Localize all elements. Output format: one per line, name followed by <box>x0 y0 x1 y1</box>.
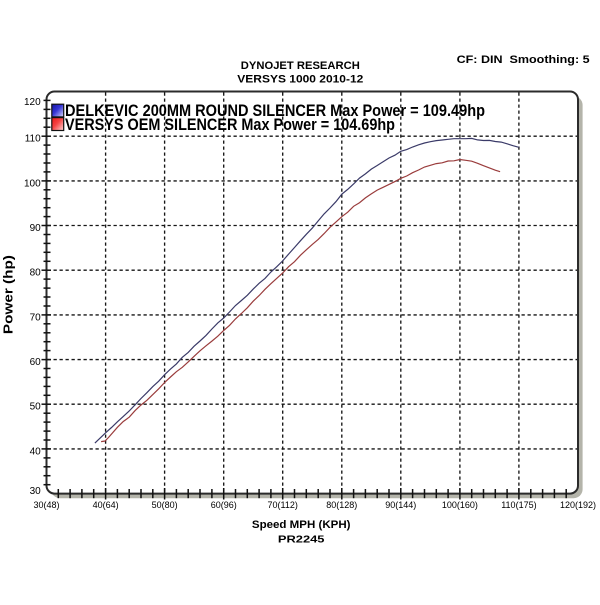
svg-text:VERSYS OEM SILENCER Max Power: VERSYS OEM SILENCER Max Power = 104.69hp <box>65 115 395 134</box>
svg-text:100(160): 100(160) <box>442 500 478 510</box>
svg-text:VERSYS 1000 2010-12: VERSYS 1000 2010-12 <box>237 74 363 86</box>
svg-text:40(64): 40(64) <box>93 500 119 510</box>
svg-text:CF: DIN Smoothing: 5: CF: DIN Smoothing: 5 <box>457 54 590 66</box>
svg-text:100: 100 <box>24 178 41 189</box>
svg-text:DELKEVIC 200MM ROUND SILENCER: DELKEVIC 200MM ROUND SILENCER Max Power … <box>65 101 485 120</box>
svg-text:70(112): 70(112) <box>268 500 298 510</box>
svg-text:110: 110 <box>25 134 41 145</box>
svg-text:90(144): 90(144) <box>385 500 416 510</box>
svg-text:DYNOJET RESEARCH: DYNOJET RESEARCH <box>241 60 360 72</box>
svg-text:PR2245: PR2245 <box>278 533 325 545</box>
svg-text:30(48): 30(48) <box>33 500 59 510</box>
svg-text:110(175): 110(175) <box>501 500 536 510</box>
svg-text:80(128): 80(128) <box>326 500 357 510</box>
svg-text:40: 40 <box>30 446 42 457</box>
svg-text:60: 60 <box>30 357 42 368</box>
svg-text:120: 120 <box>24 97 41 108</box>
svg-text:80: 80 <box>30 268 42 279</box>
svg-text:90: 90 <box>30 223 42 234</box>
svg-text:Speed MPH (KPH): Speed MPH (KPH) <box>252 519 351 531</box>
svg-text:30: 30 <box>30 486 42 497</box>
svg-text:70: 70 <box>30 312 42 323</box>
svg-text:60(96): 60(96) <box>211 500 237 510</box>
svg-text:Power (hp): Power (hp) <box>1 255 15 334</box>
svg-text:120(192): 120(192) <box>560 500 596 510</box>
svg-text:50: 50 <box>30 402 42 413</box>
svg-text:50(80): 50(80) <box>152 500 178 510</box>
